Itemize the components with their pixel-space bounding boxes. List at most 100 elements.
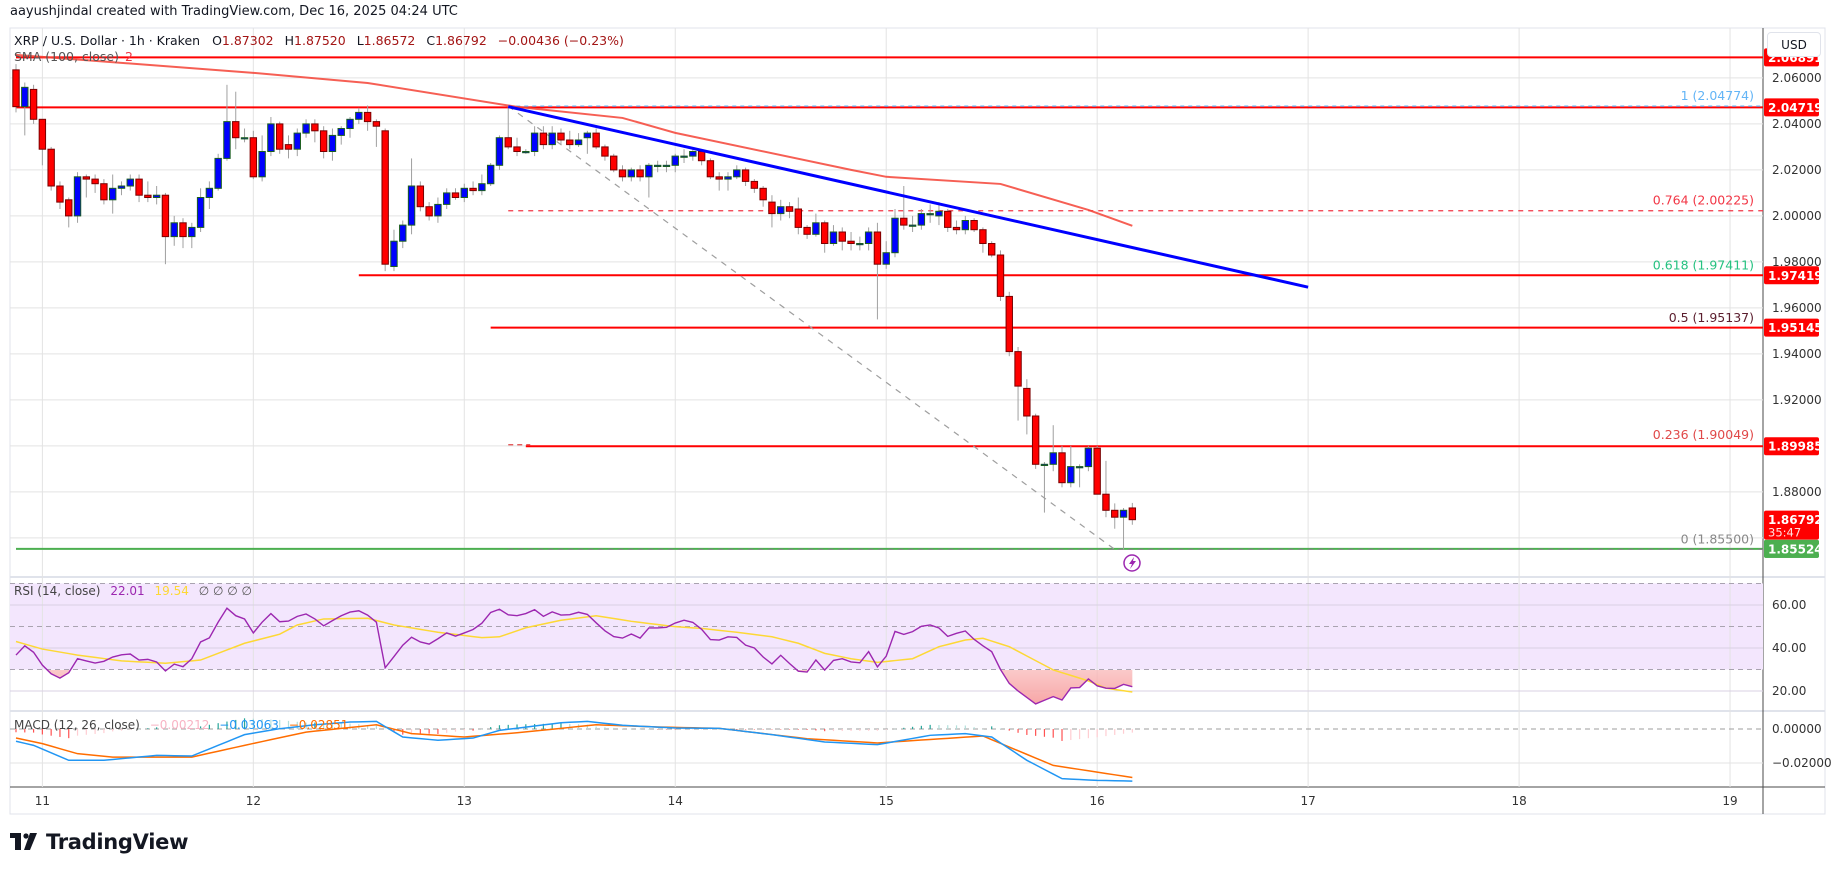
candle[interactable] — [645, 163, 653, 198]
candle[interactable] — [12, 64, 20, 113]
candle[interactable] — [539, 126, 548, 150]
candle[interactable] — [73, 172, 82, 223]
candle[interactable] — [812, 213, 820, 237]
candle[interactable] — [486, 163, 495, 187]
candle[interactable] — [557, 128, 565, 145]
candle[interactable] — [926, 204, 934, 223]
candle[interactable] — [451, 188, 460, 200]
candle[interactable] — [715, 172, 723, 191]
candle[interactable] — [152, 186, 161, 205]
candle[interactable] — [443, 188, 451, 210]
candle[interactable] — [319, 126, 328, 159]
candle[interactable] — [522, 149, 530, 154]
candle[interactable] — [829, 225, 838, 246]
candle[interactable] — [390, 229, 398, 272]
candle[interactable] — [513, 137, 521, 157]
candle[interactable] — [284, 135, 293, 159]
candle[interactable] — [741, 167, 750, 187]
candle[interactable] — [337, 126, 345, 145]
candle[interactable] — [170, 215, 178, 246]
candle[interactable] — [900, 186, 908, 230]
candle[interactable] — [1075, 464, 1084, 488]
rsi-line[interactable] — [15, 607, 1133, 705]
candle[interactable] — [1102, 460, 1110, 518]
candle[interactable] — [908, 215, 917, 233]
candle[interactable] — [205, 181, 214, 210]
rsi-legend[interactable]: RSI (14, close) 22.01 19.54 ∅ ∅ ∅ ∅ — [14, 584, 252, 598]
candle[interactable] — [917, 209, 926, 230]
candle[interactable] — [100, 179, 108, 205]
candle[interactable] — [1067, 445, 1075, 488]
candle[interactable] — [407, 158, 416, 235]
candle[interactable] — [108, 174, 117, 214]
candle[interactable] — [680, 149, 688, 164]
macd-legend[interactable]: MACD (12, 26, close) −0.00212 −0.03063 −… — [14, 718, 348, 732]
candle[interactable] — [214, 153, 222, 191]
candle[interactable] — [935, 202, 943, 226]
candle[interactable] — [882, 241, 890, 269]
candle[interactable] — [179, 218, 187, 249]
candle[interactable] — [434, 197, 442, 223]
candle[interactable] — [979, 227, 987, 253]
candle[interactable] — [1031, 413, 1040, 469]
candle[interactable] — [618, 165, 627, 182]
candle[interactable] — [627, 167, 635, 182]
candle[interactable] — [566, 130, 574, 150]
candle[interactable] — [1093, 445, 1101, 495]
candle[interactable] — [460, 183, 468, 203]
candle[interactable] — [689, 149, 697, 161]
candle[interactable] — [38, 118, 47, 166]
candle[interactable] — [495, 135, 504, 170]
candle[interactable] — [47, 146, 55, 191]
candle[interactable] — [724, 172, 732, 191]
candle[interactable] — [592, 128, 600, 150]
symbol-title[interactable]: XRP / U.S. Dollar · 1h · Kraken — [14, 33, 201, 48]
candle[interactable] — [864, 227, 873, 251]
rsi-ma-line[interactable] — [15, 614, 1133, 693]
tradingview-logo[interactable]: TradingView — [10, 830, 188, 854]
candle[interactable] — [196, 188, 205, 233]
candle[interactable] — [29, 84, 38, 124]
candle[interactable] — [1005, 291, 1013, 357]
candle[interactable] — [733, 165, 741, 180]
candle[interactable] — [355, 107, 363, 124]
candle[interactable] — [56, 181, 64, 210]
sma-legend[interactable]: SMA (100, close) 2 — [14, 49, 133, 64]
candle[interactable] — [381, 128, 389, 272]
candle[interactable] — [944, 209, 952, 233]
candle[interactable] — [838, 227, 846, 251]
candle[interactable] — [759, 186, 767, 207]
candle[interactable] — [311, 119, 319, 143]
candle[interactable] — [548, 126, 556, 150]
candle[interactable] — [530, 126, 539, 157]
candle[interactable] — [1023, 379, 1031, 435]
candle[interactable] — [188, 222, 196, 249]
candle[interactable] — [21, 82, 29, 136]
candle[interactable] — [276, 121, 284, 154]
candle[interactable] — [302, 119, 310, 138]
candle[interactable] — [952, 220, 961, 235]
candle[interactable] — [223, 84, 231, 161]
candle[interactable] — [504, 105, 512, 150]
candle[interactable] — [91, 174, 99, 193]
candle[interactable] — [117, 181, 126, 196]
candle[interactable] — [399, 220, 407, 249]
candle[interactable] — [777, 199, 785, 221]
macd-signal-line[interactable] — [15, 724, 1133, 779]
candle[interactable] — [469, 181, 477, 196]
candle[interactable] — [258, 135, 266, 182]
candle[interactable] — [706, 158, 715, 180]
currency-button[interactable]: USD — [1767, 32, 1821, 57]
candle[interactable] — [803, 225, 811, 239]
candle[interactable] — [425, 202, 433, 221]
candle[interactable] — [794, 197, 803, 235]
candle[interactable] — [987, 241, 996, 258]
candle[interactable] — [1058, 445, 1066, 488]
descending-trendline[interactable] — [507, 105, 1309, 289]
candle[interactable] — [750, 179, 759, 193]
candle[interactable] — [328, 128, 337, 161]
candle[interactable] — [1111, 503, 1119, 529]
candle[interactable] — [363, 105, 372, 131]
candle[interactable] — [768, 195, 776, 228]
